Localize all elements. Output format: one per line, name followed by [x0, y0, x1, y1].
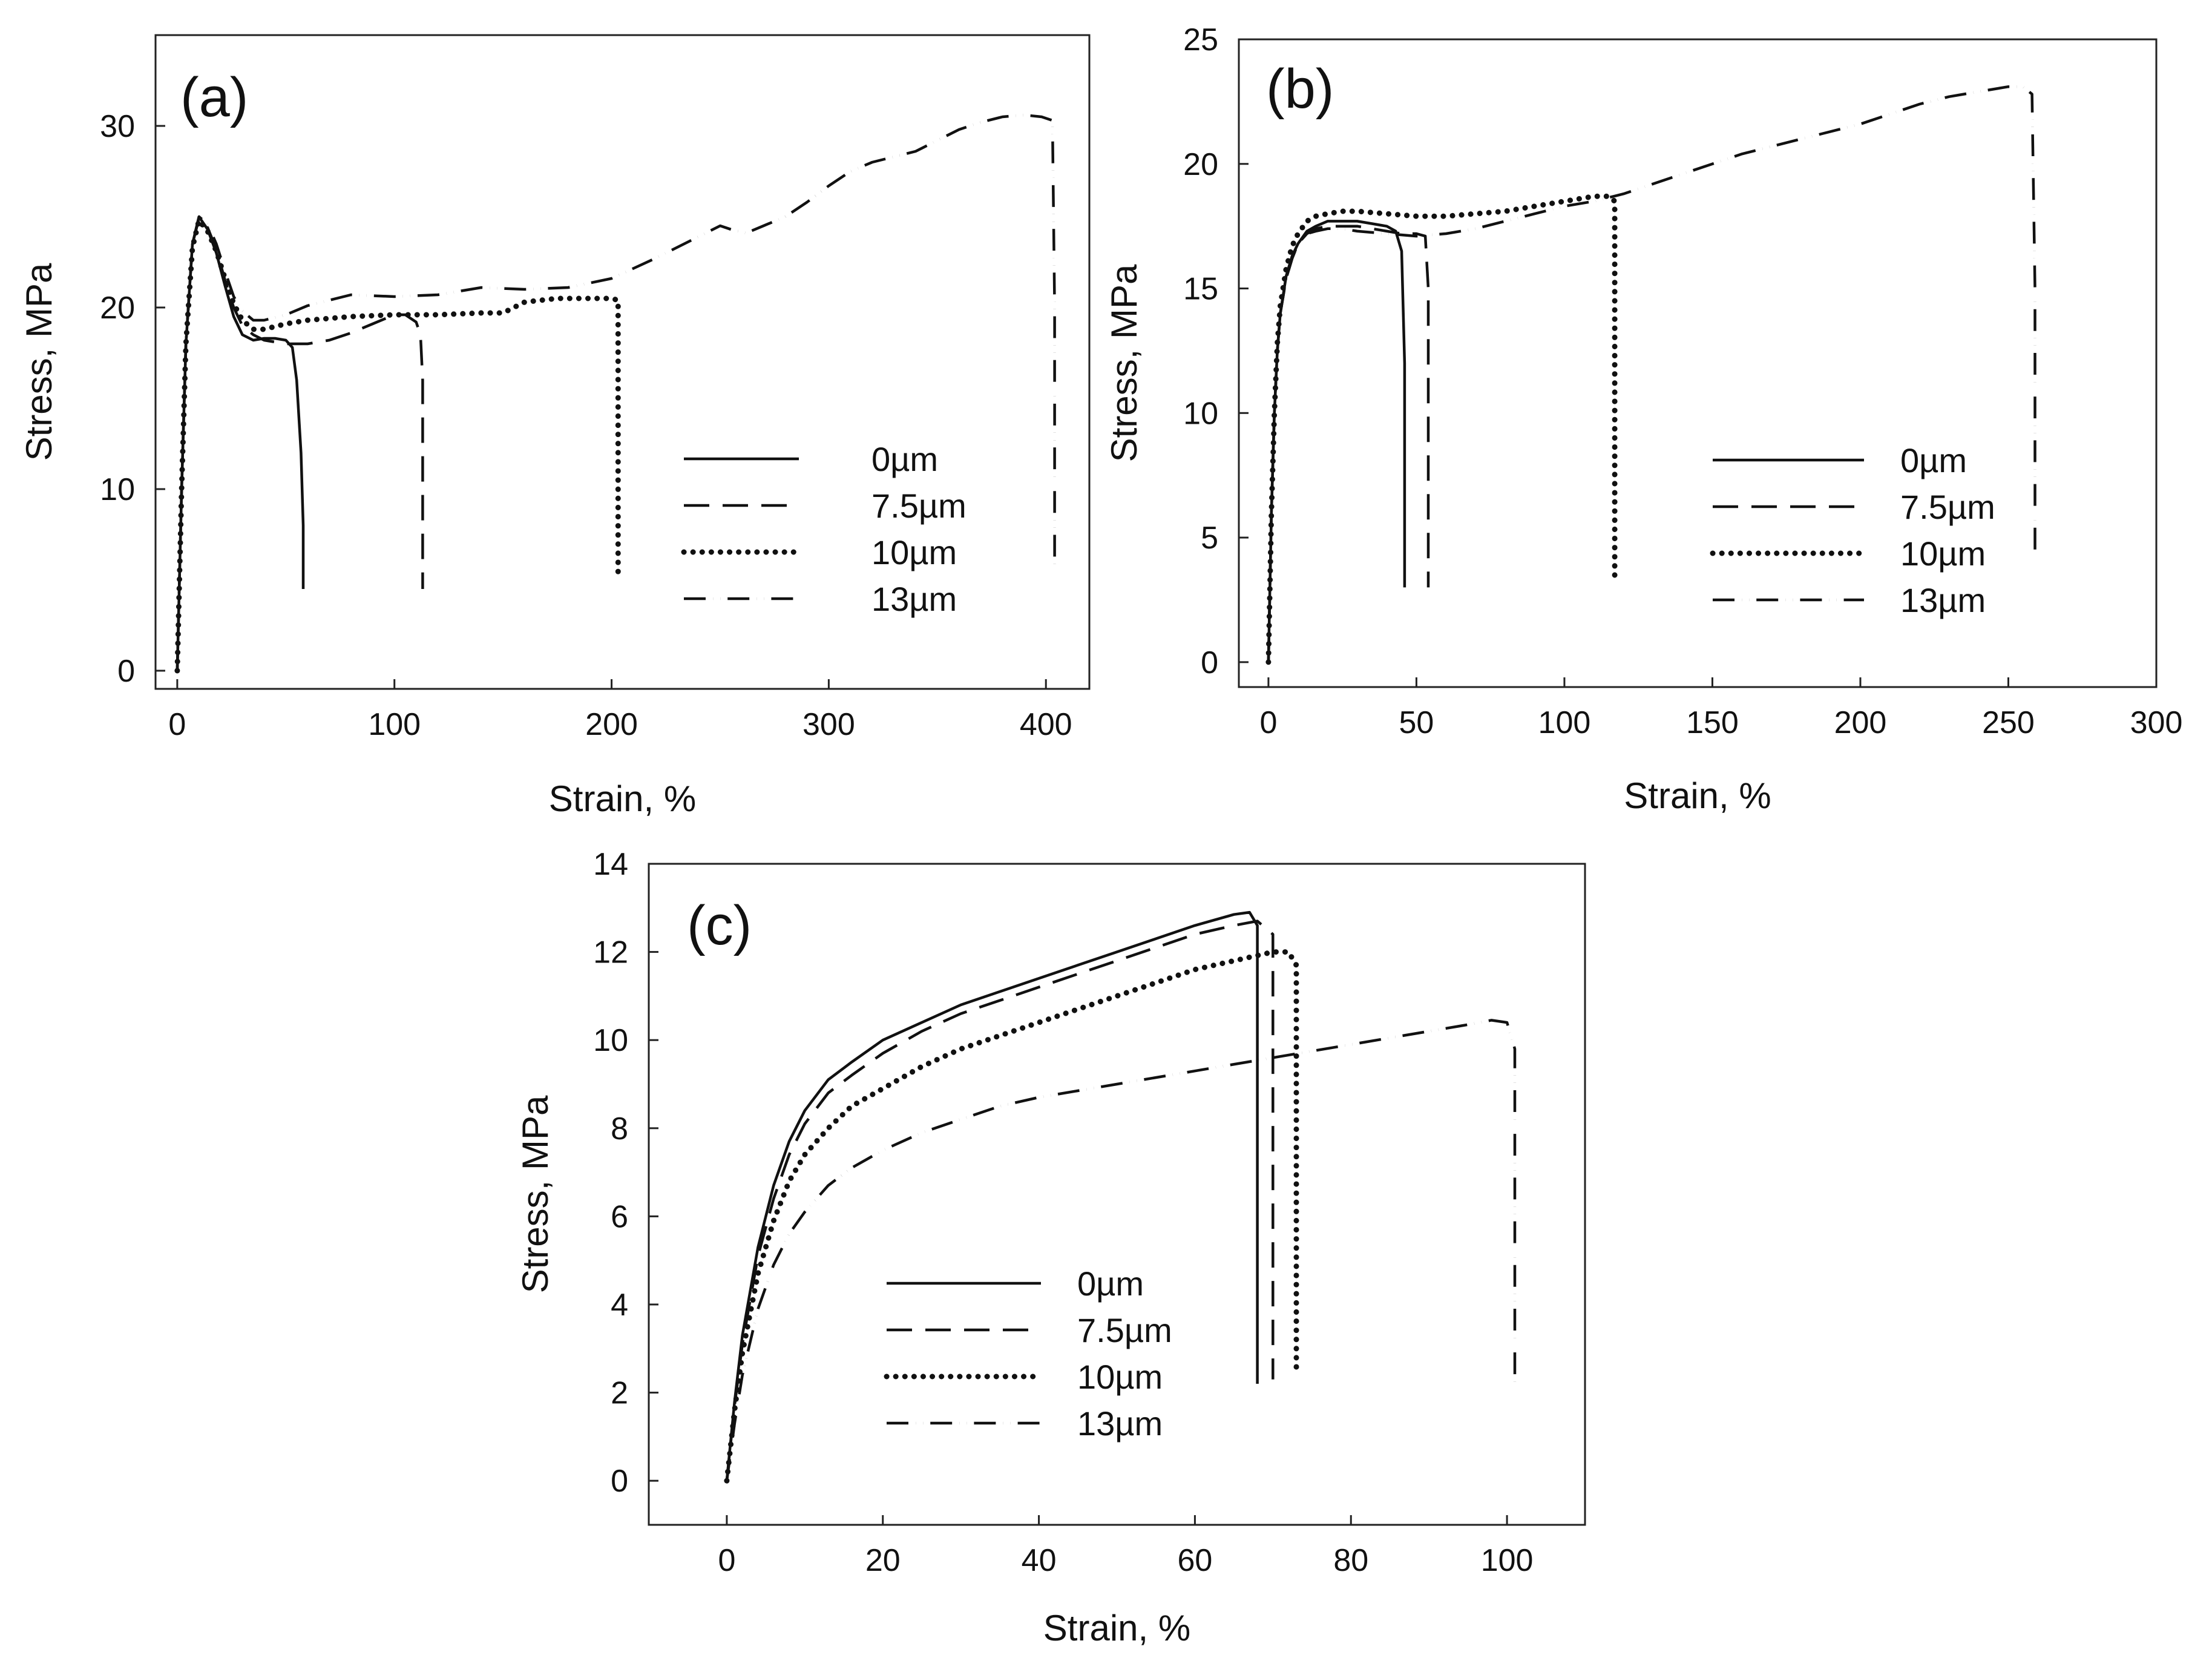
y-tick-label: 10: [593, 1023, 628, 1058]
series-line-3: [176, 113, 1056, 671]
plot-frame: [154, 34, 1091, 690]
plot-frame: [1238, 38, 2158, 688]
series-line-0: [176, 215, 305, 671]
legend-label: 0µm: [1077, 1265, 1144, 1303]
x-tick-label: 300: [802, 707, 855, 742]
y-tick-label: 0: [1201, 645, 1218, 680]
series-line-2: [1265, 193, 1618, 665]
y-tick-label: 20: [1183, 147, 1218, 182]
y-axis-label: Stress, MPa: [19, 263, 59, 461]
y-tick-label: 2: [611, 1376, 628, 1411]
panel-c: 0 20 40 60 80 100 0 2 4 6 8 10 12 14 Strain, % Stress, …: [515, 847, 1586, 1648]
y-tick-label: 25: [1183, 22, 1218, 58]
x-tick-label: 40: [1022, 1543, 1057, 1578]
panel-label: (c): [687, 895, 752, 956]
x-axis-label: Strain, %: [1624, 775, 1771, 816]
y-tick-label: 10: [100, 472, 135, 507]
panel-label: (a): [180, 67, 248, 128]
y-axis-label: Stress, MPa: [515, 1095, 556, 1293]
x-tick-label: 200: [585, 707, 638, 742]
y-tick-label: 6: [611, 1199, 628, 1234]
y-tick-label: 15: [1183, 272, 1218, 307]
x-axis-label: Strain, %: [1043, 1608, 1190, 1648]
y-tick-label: 14: [593, 847, 628, 882]
x-tick-label: 200: [1834, 705, 1887, 740]
x-tick-label: 250: [1982, 705, 2035, 740]
series-line-3: [1267, 85, 2036, 662]
legend-label: 0µm: [1900, 441, 1967, 479]
x-tick-label: 60: [1177, 1543, 1212, 1578]
legend-label: 7.5µm: [871, 487, 967, 525]
x-tick-label: 100: [1538, 705, 1591, 740]
legend-label: 7.5µm: [1900, 488, 1995, 526]
x-tick-label: 150: [1686, 705, 1739, 740]
panel-b: 0 50 100 150 200 250 300 0 5 10 15 20 25 Strain, % Str…: [1104, 22, 2182, 816]
y-tick-label: 0: [117, 654, 135, 689]
y-tick-label: 10: [1183, 396, 1218, 431]
legend-label: 13µm: [1900, 581, 1986, 619]
legend-label: 10µm: [871, 533, 957, 571]
x-axis-label: Strain, %: [549, 778, 696, 819]
series-line-2: [724, 949, 1299, 1484]
y-tick-label: 5: [1201, 521, 1218, 556]
x-tick-label: 50: [1399, 705, 1434, 740]
x-tick-label: 100: [1481, 1543, 1534, 1578]
y-tick-label: 20: [100, 291, 135, 326]
series-line-0: [725, 910, 1259, 1481]
legend-label: 10µm: [1077, 1358, 1163, 1396]
x-tick-label: 300: [2130, 705, 2183, 740]
x-tick-label: 0: [718, 1543, 735, 1578]
legend-label: 0µm: [871, 440, 938, 478]
series-line-3: [725, 1019, 1517, 1481]
y-tick-label: 0: [611, 1464, 628, 1499]
x-tick-label: 100: [368, 707, 421, 742]
y-tick-label: 12: [593, 935, 628, 970]
x-tick-label: 80: [1333, 1543, 1368, 1578]
legend-label: 10µm: [1900, 535, 1986, 573]
x-tick-label: 20: [865, 1543, 901, 1578]
x-tick-label: 0: [1259, 705, 1277, 740]
legend-label: 13µm: [871, 580, 957, 618]
series-line-0: [1267, 220, 1406, 662]
panel-a: 0 100 200 300 400 0 10 20 30 Strain, % Stress, MPa…: [19, 34, 1091, 819]
y-tick-label: 8: [611, 1111, 628, 1146]
plot-frame: [648, 863, 1586, 1526]
y-tick-label: 4: [611, 1288, 628, 1323]
y-tick-label: 30: [100, 109, 135, 144]
x-tick-label: 400: [1020, 707, 1072, 742]
panel-label: (b): [1266, 58, 1334, 120]
legend-label: 13µm: [1077, 1404, 1163, 1443]
series-line-1: [725, 919, 1275, 1481]
legend-label: 7.5µm: [1077, 1311, 1172, 1349]
y-axis-label: Stress, MPa: [1104, 264, 1144, 462]
x-tick-label: 0: [168, 707, 186, 742]
